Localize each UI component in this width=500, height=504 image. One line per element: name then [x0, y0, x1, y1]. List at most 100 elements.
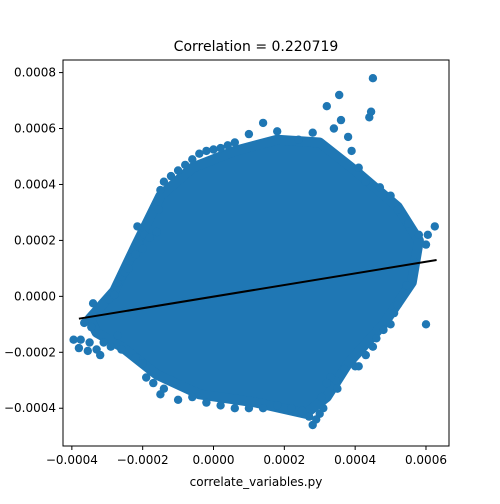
- scatter-point: [421, 320, 431, 329]
- scatter-point: [181, 160, 190, 170]
- scatter-point: [142, 373, 151, 382]
- x-tick-label: 0.0004: [334, 453, 376, 467]
- scatter-point: [368, 342, 378, 351]
- scatter-point: [96, 350, 105, 360]
- scatter-point: [188, 155, 197, 164]
- scatter-point: [124, 264, 133, 273]
- y-tick-label: 0.0000: [14, 289, 56, 303]
- scatter-point: [333, 384, 342, 393]
- scatter-point: [202, 146, 211, 156]
- y-tick-label: 0.0004: [14, 177, 56, 191]
- scatter-point: [430, 222, 439, 231]
- scatter-point: [88, 299, 98, 308]
- scatter-point: [76, 335, 85, 344]
- scatter-point: [166, 171, 176, 181]
- scatter-point: [216, 401, 225, 410]
- scatter-point: [322, 378, 331, 388]
- scatter-point: [343, 132, 353, 142]
- scatter-point: [131, 353, 140, 363]
- scatter-point: [351, 362, 360, 371]
- x-axis-label: correlate_variables.py: [190, 475, 323, 489]
- scatter-point: [85, 338, 94, 347]
- scatter-point: [80, 318, 89, 328]
- scatter-point: [297, 406, 307, 416]
- scatter-point: [106, 342, 116, 351]
- scatter-point: [145, 233, 154, 242]
- scatter-point: [393, 300, 402, 309]
- scatter-point: [361, 350, 370, 360]
- scatter-point: [365, 113, 374, 122]
- scatter-point: [156, 390, 165, 399]
- scatter-point: [216, 143, 225, 153]
- scatter-point: [336, 115, 346, 125]
- scatter-point: [393, 205, 402, 214]
- plot-frame: [62, 59, 450, 447]
- x-tick-label: −0.0004: [46, 453, 98, 467]
- scatter-point: [379, 325, 388, 335]
- scatter-point: [308, 420, 317, 430]
- scatter-point: [375, 183, 385, 192]
- regression-line-group: [78, 259, 437, 320]
- scatter-point: [402, 281, 411, 290]
- scatter-point: [195, 149, 204, 158]
- scatter-point: [223, 141, 232, 150]
- x-tick-label: 0.0006: [405, 453, 447, 467]
- scatter-point: [421, 240, 431, 249]
- y-tick-label: 0.0008: [14, 66, 56, 80]
- scatter-point: [110, 290, 119, 300]
- scatter-point: [273, 127, 282, 136]
- scatter-point: [258, 404, 268, 413]
- x-tick-label: −0.0002: [117, 453, 169, 467]
- scatter-point: [159, 177, 169, 186]
- scatter-point: [304, 412, 314, 421]
- scatter-point: [244, 404, 254, 413]
- scatter-point: [361, 177, 370, 186]
- scatter-point: [99, 338, 108, 347]
- scatter-point: [354, 163, 363, 172]
- scatter-point: [113, 331, 123, 340]
- scatter-point: [117, 345, 126, 354]
- x-tick-label: 0.0000: [193, 453, 235, 467]
- y-axis: −0.0004 −0.0002 0.0000 0.0002 0.0004 0.0006 0.…: [4, 66, 63, 415]
- scatter-point: [404, 219, 413, 228]
- scatter-point: [173, 166, 183, 175]
- scatter-point: [138, 244, 147, 253]
- scatter-point: [273, 401, 282, 410]
- scatter-point: [154, 205, 163, 214]
- scatter-point: [386, 191, 395, 200]
- chart-title: Correlation = 0.220719: [174, 39, 339, 55]
- scatter-point: [87, 322, 96, 332]
- scatter-point: [258, 118, 268, 128]
- scatter-point: [423, 230, 432, 239]
- scatter-point: [209, 145, 218, 154]
- y-tick-label: −0.0002: [4, 345, 56, 359]
- scatter-point: [389, 308, 399, 318]
- scatter-point: [131, 250, 140, 259]
- scatter-point: [83, 346, 93, 356]
- x-tick-label: 0.0002: [263, 453, 305, 467]
- scatter-point: [188, 392, 197, 402]
- scatter-point: [329, 124, 339, 133]
- y-tick-label: 0.0002: [14, 233, 56, 247]
- scatter-point: [173, 395, 183, 404]
- scatter-point: [308, 128, 317, 137]
- scatter-point: [244, 129, 254, 139]
- scatter-point: [287, 404, 296, 413]
- x-axis: −0.0004 −0.0002 0.0000 0.0002 0.0004 0.0006: [46, 446, 447, 467]
- scatter-point: [294, 135, 303, 144]
- scatter-point: [322, 102, 331, 111]
- scatter-point: [156, 185, 165, 195]
- scatter-point: [230, 138, 239, 147]
- scatter-point: [372, 334, 381, 343]
- scatter-point: [138, 359, 147, 368]
- scatter-points: [69, 74, 439, 430]
- scatter-point: [368, 74, 378, 83]
- y-tick-label: −0.0004: [4, 401, 56, 415]
- scatter-point: [317, 392, 326, 402]
- y-tick-label: 0.0006: [14, 122, 56, 136]
- scatter-point: [69, 335, 78, 344]
- scatter-point: [347, 146, 356, 156]
- scatter-point: [74, 343, 84, 353]
